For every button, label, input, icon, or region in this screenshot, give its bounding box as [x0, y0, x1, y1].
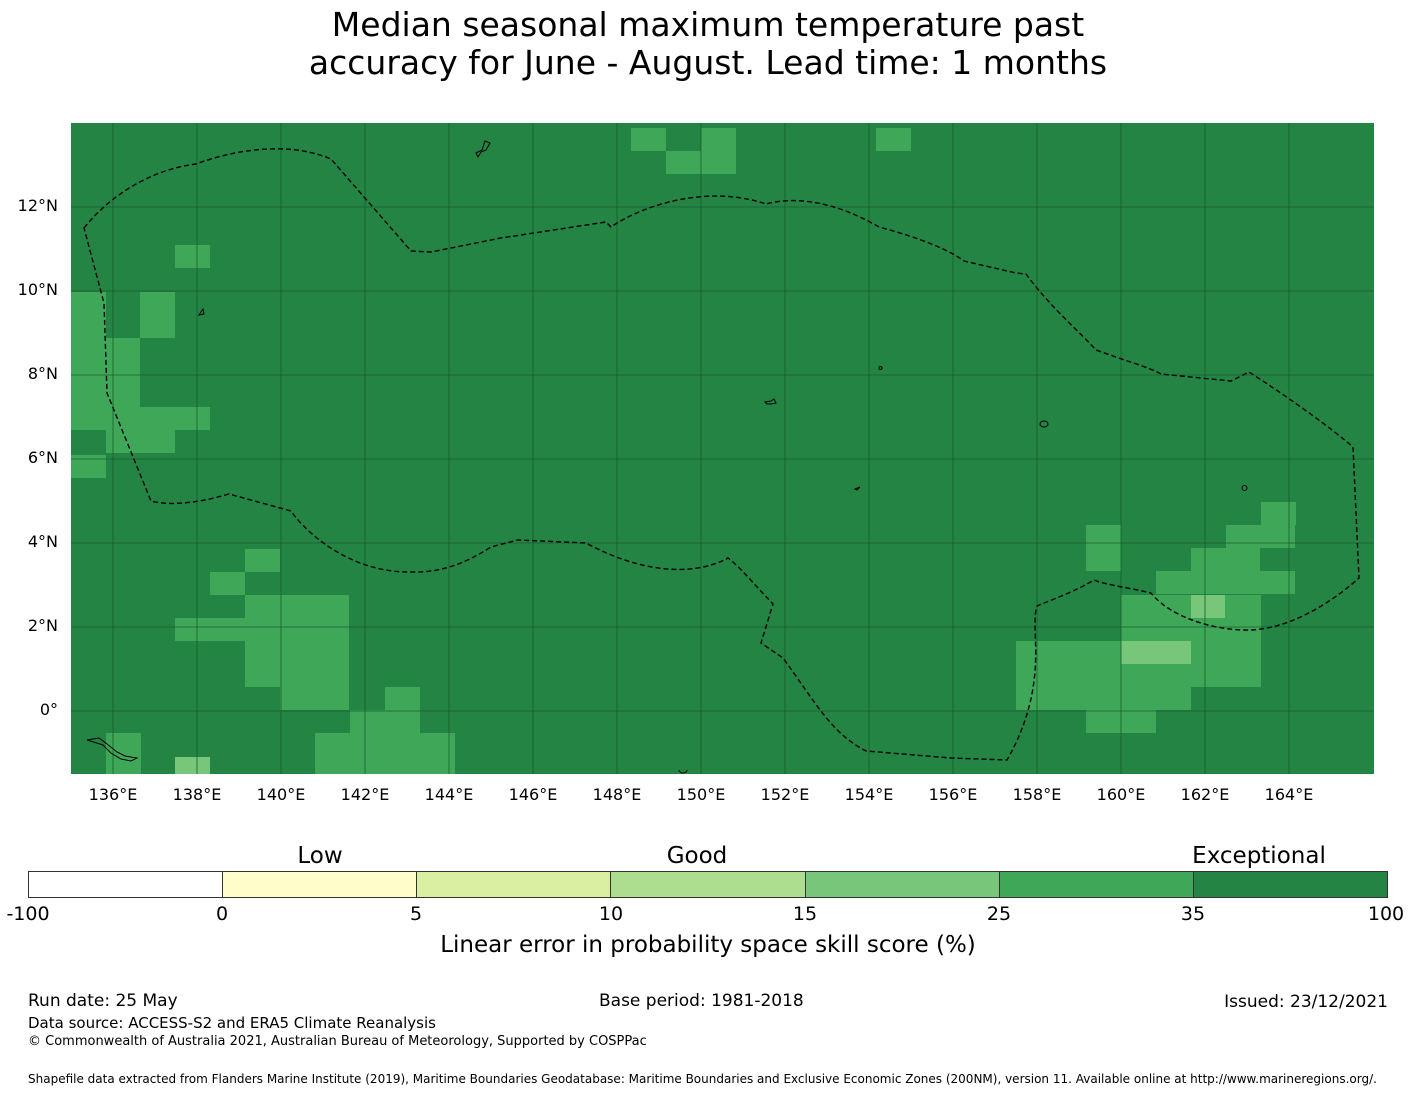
skill-cell: [1016, 687, 1191, 710]
title-line-2: accuracy for June - August. Lead time: 1…: [308, 43, 1108, 82]
copyright-note: © Commonwealth of Australia 2021, Austra…: [28, 1034, 647, 1049]
lon-label: 156°E: [928, 785, 978, 804]
skill-cells: [71, 128, 1296, 774]
colorbar-segment: [417, 872, 612, 897]
title-line-1: Median seasonal maximum temperature past: [331, 5, 1085, 44]
map-canvas: [71, 123, 1374, 774]
skill-cell: [631, 128, 666, 151]
skill-cell: [315, 733, 455, 774]
data-source: Data source: ACCESS-S2 and ERA5 Climate …: [28, 1014, 436, 1032]
islands: [86, 140, 1248, 774]
lat-label: 0°: [39, 700, 58, 719]
skill-cell: [175, 245, 210, 268]
skill-cell: [140, 292, 175, 338]
legend-category-exceptional: Exceptional: [1192, 843, 1326, 869]
colorbar-segment: [805, 872, 1000, 897]
skill-cell: [1226, 525, 1295, 548]
island: [1039, 420, 1049, 428]
skill-cell: [1121, 641, 1191, 664]
chart-title: Median seasonal maximum temperature past…: [0, 6, 1416, 82]
skill-cell: [71, 455, 106, 478]
skill-map: [71, 123, 1374, 774]
skill-cell: [280, 687, 315, 710]
lat-label: 10°N: [17, 280, 58, 299]
island: [197, 307, 205, 316]
skill-cell: [245, 549, 280, 572]
shapefile-credit: Shapefile data extracted from Flanders M…: [28, 1072, 1377, 1086]
lon-label: 150°E: [676, 785, 726, 804]
colorbar-tick: 25: [986, 903, 1012, 925]
colorbar-segment: [611, 872, 806, 897]
lon-label: 144°E: [424, 785, 474, 804]
skill-cell: [106, 430, 175, 453]
lon-label: 140°E: [256, 785, 306, 804]
legend-category-low: Low: [297, 843, 343, 869]
skill-cell: [876, 128, 911, 151]
lon-label: 146°E: [508, 785, 558, 804]
skill-cell: [106, 407, 210, 430]
island: [878, 366, 883, 370]
issued-date: Issued: 23/12/2021: [1224, 992, 1388, 1012]
colorbar-tick: 15: [792, 903, 818, 925]
lat-label: 4°N: [27, 532, 58, 551]
colorbar-segment: [29, 872, 224, 897]
colorbar-segment: [999, 872, 1194, 897]
colorbar-tick: 5: [409, 903, 423, 925]
lon-label: 154°E: [844, 785, 894, 804]
island: [86, 737, 139, 762]
lon-label: 164°E: [1264, 785, 1314, 804]
lon-label: 162°E: [1180, 785, 1230, 804]
skill-cell: [701, 128, 736, 151]
colorbar-segment: [223, 872, 418, 897]
skill-cell: [1191, 548, 1260, 571]
colorbar-label: Linear error in probability space skill …: [440, 932, 976, 958]
colorbar-tick: 10: [598, 903, 624, 925]
lon-label: 148°E: [592, 785, 642, 804]
lat-label: 8°N: [27, 364, 58, 383]
skill-cell: [1086, 525, 1121, 571]
base-period: Base period: 1981-2018: [599, 991, 804, 1011]
island: [853, 486, 861, 491]
skill-cell: [350, 710, 420, 733]
island: [475, 140, 491, 159]
colorbar-segment: [1193, 872, 1387, 897]
lon-label: 160°E: [1096, 785, 1146, 804]
lat-label: 12°N: [17, 196, 58, 215]
skill-cell: [71, 407, 106, 430]
colorbar-tick: 0: [215, 903, 229, 925]
skill-cell: [315, 687, 349, 710]
colorbar-tick: -100: [6, 903, 50, 925]
colorbar-tick: 35: [1180, 903, 1206, 925]
graticule: [71, 123, 1374, 774]
skill-cell: [1191, 595, 1225, 618]
skill-cell: [1226, 571, 1295, 594]
run-date: Run date: 25 May: [28, 991, 178, 1011]
lon-label: 138°E: [172, 785, 222, 804]
lat-label: 2°N: [27, 616, 58, 635]
lon-label: 152°E: [760, 785, 810, 804]
eez-boundary: [83, 148, 1360, 761]
skill-cell: [210, 572, 245, 595]
lon-label: 136°E: [88, 785, 138, 804]
skill-cell: [245, 641, 349, 687]
lat-label: 6°N: [27, 448, 58, 467]
skill-cell: [1121, 595, 1191, 641]
skill-cell: [106, 338, 140, 407]
lon-label: 158°E: [1012, 785, 1062, 804]
skill-cell: [175, 618, 349, 641]
legend-category-good: Good: [666, 843, 728, 869]
island: [763, 398, 777, 405]
island: [1241, 485, 1248, 491]
skill-cell: [385, 687, 420, 710]
skill-cell: [245, 595, 349, 618]
lon-label: 142°E: [340, 785, 390, 804]
skill-cell: [71, 292, 106, 338]
colorbar: [28, 871, 1388, 898]
skill-cell: [175, 757, 210, 774]
colorbar-tick: 100: [1367, 903, 1405, 925]
island: [678, 769, 688, 774]
skill-cell: [1261, 502, 1296, 525]
